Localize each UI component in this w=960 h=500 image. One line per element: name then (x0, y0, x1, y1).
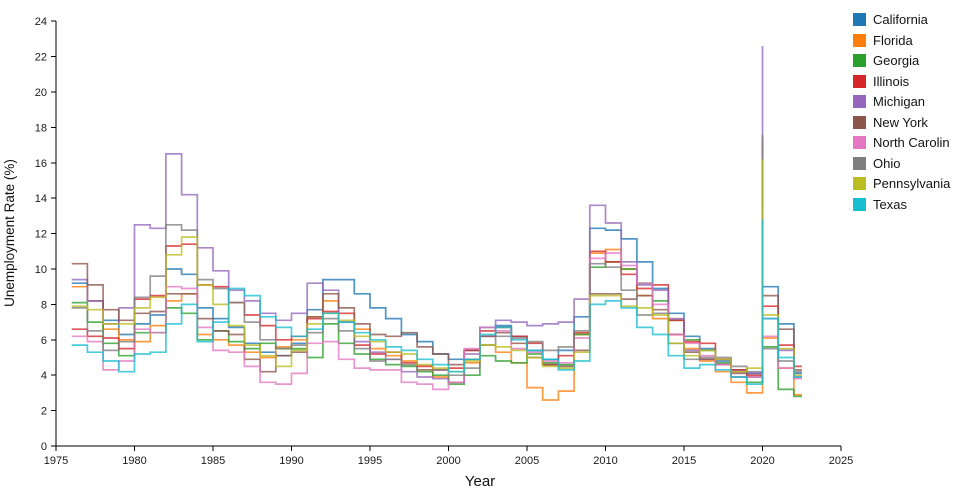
legend-swatch-north-carolina (853, 136, 866, 149)
legend-label-new-york: New York (873, 114, 928, 130)
legend-label-north-carolina: North Carolin (873, 135, 950, 150)
legend-label-illinois: Illinois (873, 73, 910, 89)
legend-label-pennsylvania: Pennsylvania (873, 176, 951, 191)
y-axis-title: Unemployment Rate (%) (2, 159, 17, 307)
legend-swatch-illinois (853, 74, 866, 88)
x-tick-label: 2025 (829, 455, 853, 467)
legend-swatch-georgia (853, 54, 866, 67)
y-tick-label: 10 (35, 264, 47, 276)
x-tick-label: 2010 (593, 455, 617, 467)
legend-label-georgia: Georgia (873, 53, 920, 68)
x-tick-label: 2005 (515, 455, 539, 467)
legend: California Florida Georgia Illinois Michigan… (853, 12, 951, 212)
x-tick-label: 2020 (750, 455, 774, 467)
y-tick-label: 6 (41, 335, 47, 347)
series-line-texas (71, 219, 802, 385)
legend-label-florida: Florida (873, 32, 913, 48)
y-tick-label: 12 (35, 229, 47, 241)
y-tick-label: 4 (41, 370, 47, 382)
y-tick-label: 8 (41, 299, 47, 311)
x-tick-label: 2000 (436, 455, 460, 467)
legend-swatch-ohio (853, 156, 866, 170)
series-line-new-york (71, 159, 802, 378)
x-tick-label: 1990 (279, 455, 303, 467)
x-tick-label: 1980 (122, 455, 146, 467)
legend-swatch-florida (853, 33, 866, 47)
legend-swatch-michigan (853, 95, 866, 108)
legend-item-georgia[interactable]: Georgia (853, 53, 950, 68)
y-tick-label: 18 (35, 122, 47, 134)
series-line-michigan (71, 46, 802, 384)
y-tick-label: 0 (41, 441, 47, 453)
y-tick-label: 22 (35, 52, 47, 64)
legend-label-texas: Texas (873, 196, 907, 212)
y-tick-label: 2 (41, 406, 47, 418)
y-tick-label: 20 (35, 87, 47, 99)
legend-item-texas[interactable]: Texas (853, 196, 950, 212)
x-tick-label: 1975 (44, 455, 68, 467)
series-lines (71, 46, 802, 401)
legend-item-new-york[interactable]: New York (853, 114, 950, 130)
x-axis-title: Year (465, 473, 495, 490)
series-line-north-carolina (71, 210, 802, 391)
legend-item-michigan[interactable]: Michigan (853, 94, 950, 109)
y-tick-label: 16 (35, 158, 47, 170)
legend-swatch-pennsylvania (853, 177, 866, 190)
x-tick-label: 1985 (201, 455, 225, 467)
y-tick-label: 14 (35, 193, 47, 205)
legend-item-north-carolina[interactable]: North Carolin (853, 135, 950, 150)
legend-swatch-texas (853, 197, 866, 211)
x-tick-label: 1995 (358, 455, 382, 467)
y-tick-label: 24 (35, 16, 47, 28)
legend-item-illinois[interactable]: Illinois (853, 73, 950, 89)
legend-label-michigan: Michigan (873, 94, 926, 109)
legend-swatch-new-york (853, 115, 866, 129)
legend-item-california[interactable]: California (853, 12, 950, 27)
x-tick-label: 2015 (672, 455, 696, 467)
legend-label-california: California (873, 12, 928, 27)
legend-item-pennsylvania[interactable]: Pennsylvania (853, 176, 951, 191)
legend-item-florida[interactable]: Florida (853, 32, 950, 48)
legend-item-ohio[interactable]: Ohio (853, 155, 950, 171)
legend-swatch-california (853, 13, 866, 26)
legend-label-ohio: Ohio (873, 155, 901, 171)
